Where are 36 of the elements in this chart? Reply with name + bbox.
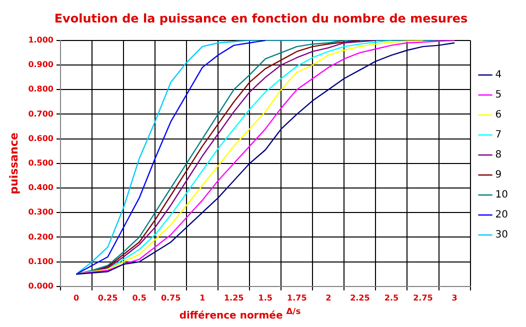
y-tick-label: 0.300 xyxy=(28,208,54,217)
x-tick-label: 1.75 xyxy=(287,293,308,302)
x-tick-label: 3 xyxy=(452,293,458,302)
y-tick-label: 0.100 xyxy=(28,256,54,266)
legend-label: 20 xyxy=(495,210,508,221)
legend-label: 5 xyxy=(495,90,502,101)
x-tick-label: 2.5 xyxy=(384,293,399,302)
x-tick-label: 1.5 xyxy=(258,293,273,302)
y-axis-title: puissance xyxy=(7,132,20,194)
legend-label: 4 xyxy=(495,70,502,81)
y-tick-label: 0.600 xyxy=(28,134,54,143)
x-tick-label: 2.75 xyxy=(413,293,434,302)
x-tick-label: 0.75 xyxy=(160,293,182,302)
y-tick-label: 0.000 xyxy=(28,281,54,290)
y-tick-label: 0.400 xyxy=(28,183,54,192)
x-tick-label: 1.25 xyxy=(224,293,244,302)
chart-title: Evolution de la puissance en fonction du nombre de mesures xyxy=(54,11,468,26)
x-tick-label: 0 xyxy=(73,293,80,302)
legend-label: 6 xyxy=(495,110,502,121)
x-tick-label: 0.5 xyxy=(132,293,147,302)
legend-label: 7 xyxy=(495,130,502,141)
y-tick-label: 0.900 xyxy=(28,60,54,70)
y-tick-label: 1.000 xyxy=(28,35,54,44)
y-tick-label: 0.700 xyxy=(28,109,54,118)
x-axis-title: différence normée $^{Δ/s}$ xyxy=(178,306,302,322)
y-tick-label: 0.500 xyxy=(28,158,54,168)
x-tick-label: 1 xyxy=(200,293,206,302)
x-tick-label: 0.25 xyxy=(98,293,118,302)
y-tick-label: 0.800 xyxy=(28,84,54,94)
x-tick-label: 2 xyxy=(326,293,332,302)
legend-label: 9 xyxy=(495,170,502,181)
legend-label: 30 xyxy=(495,230,508,241)
x-tick-label: 2.25 xyxy=(350,293,370,302)
legend-label: 10 xyxy=(495,190,508,201)
legend-label: 8 xyxy=(495,150,502,161)
y-tick-label: 0.200 xyxy=(28,232,54,242)
